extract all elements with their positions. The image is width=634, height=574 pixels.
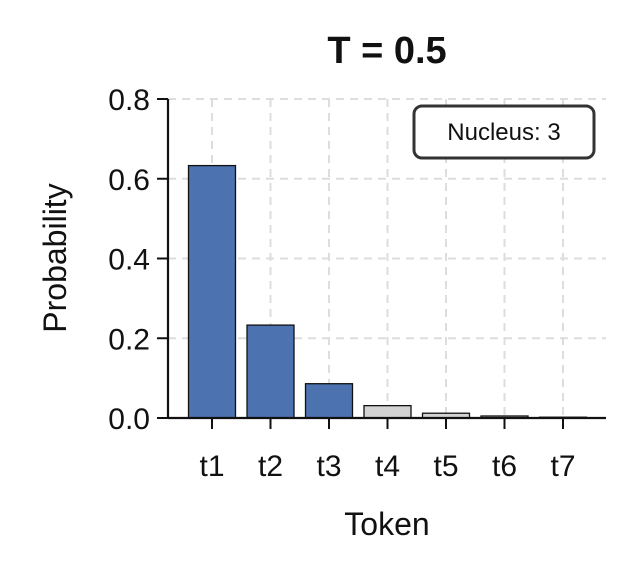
x-axis-label: Token	[344, 506, 429, 542]
x-tick-label: t4	[375, 450, 400, 483]
ticks: 0.0 0.2 0.4 0.6 0.8 t1 t2 t3 t4 t5 t6 t7	[108, 84, 575, 483]
y-tick-label: 0.6	[108, 164, 150, 197]
bar-t4	[363, 404, 412, 419]
y-tick-label: 0.4	[108, 244, 150, 277]
bar-t3	[304, 383, 354, 419]
grid	[168, 98, 606, 418]
nucleus-annotation: Nucleus: 3	[412, 104, 596, 160]
y-tick-label: 0.2	[108, 323, 150, 356]
x-tick-label: t6	[492, 450, 517, 483]
x-tick-label: t2	[258, 450, 283, 483]
y-axis-label: Probability	[37, 183, 73, 332]
nucleus-annotation-text: Nucleus: 3	[447, 119, 560, 146]
nucleus-annotation-box	[412, 104, 596, 160]
bar-t1	[187, 164, 237, 419]
x-tick-label: t1	[199, 450, 224, 483]
x-tick-label: t7	[550, 450, 575, 483]
y-tick-label: 0.0	[108, 403, 150, 436]
x-tick-label: t5	[433, 450, 458, 483]
chart-title: T = 0.5	[327, 30, 446, 72]
y-tick-label: 0.8	[108, 84, 150, 117]
bar-t2	[246, 324, 295, 419]
x-tick-label: t3	[316, 450, 341, 483]
